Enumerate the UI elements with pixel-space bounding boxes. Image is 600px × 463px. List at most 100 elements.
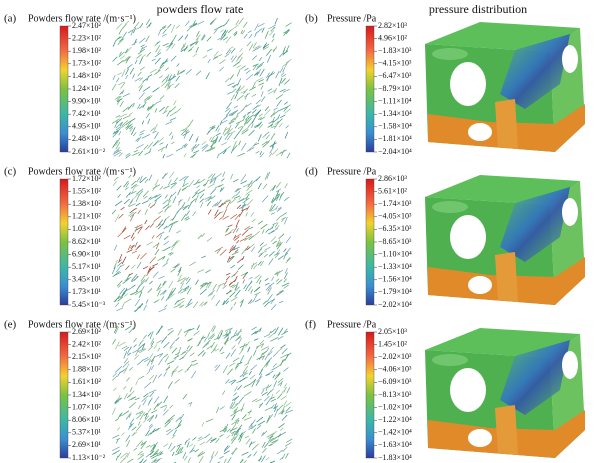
flow-vector [176, 297, 185, 303]
flow-vector [113, 244, 118, 251]
flow-vector [251, 218, 256, 223]
flow-vector [258, 253, 263, 257]
flow-vector [148, 423, 153, 428]
flow-vector [121, 256, 127, 265]
flow-vector [279, 88, 286, 93]
flow-vector [163, 235, 169, 240]
flow-vector [139, 412, 146, 421]
flow-vector [205, 436, 213, 444]
flow-vector [166, 418, 174, 423]
panel-label: (c) [4, 166, 17, 178]
colorbar-tick-label: −1.81×10⁴ [378, 134, 412, 143]
flow-vector [180, 282, 184, 290]
flow-vector [123, 385, 127, 390]
flow-vector [285, 125, 289, 129]
flow-vector [163, 341, 170, 349]
flow-vector [210, 437, 217, 442]
flow-vector [269, 461, 273, 463]
flow-vector [252, 42, 257, 49]
flow-vector [159, 231, 165, 235]
flow-vector [276, 207, 282, 212]
colorbar-tick-label: −1.02×10⁴ [378, 402, 412, 411]
flow-vector [256, 376, 263, 382]
flow-vector [243, 21, 248, 28]
flow-vector [162, 256, 166, 260]
flow-vector [215, 125, 220, 132]
hole [450, 215, 486, 259]
flow-vector [117, 193, 121, 198]
flow-vector [141, 45, 148, 50]
flow-vector [280, 77, 287, 84]
flow-vector [257, 220, 263, 225]
flow-vector [206, 281, 212, 285]
colorbar-tick-label: 5.61×10² [378, 186, 408, 195]
flow-vector [125, 152, 130, 157]
flow-vector [205, 269, 211, 274]
flow-vector [149, 256, 156, 264]
flow-vector [112, 56, 118, 62]
flow-vector [122, 410, 130, 416]
colorbar-tick-label: −1.83×10³ [378, 46, 412, 55]
flow-vector [286, 387, 291, 394]
flow-vector [204, 195, 212, 200]
flow-vector [118, 253, 123, 262]
flow-vector [115, 137, 121, 146]
flow-vector [125, 74, 128, 80]
flow-vector [274, 253, 280, 259]
flow-vector [256, 275, 262, 284]
flow-vector [167, 179, 172, 186]
flow-vector [121, 31, 127, 39]
flow-vector [228, 120, 235, 125]
flow-vector [238, 432, 243, 441]
flow-vector [129, 290, 139, 296]
flow-vector [261, 391, 268, 396]
flow-vector [216, 153, 220, 159]
flow-vector [198, 436, 203, 440]
flow-vector [115, 438, 119, 444]
flow-vector [148, 415, 155, 423]
flow-vector [154, 52, 162, 58]
flow-vector [231, 345, 236, 350]
flow-vector [127, 422, 134, 430]
flow-vector [162, 60, 169, 64]
flow-vector [142, 266, 149, 270]
flow-vector [284, 131, 289, 139]
flow-vector [182, 285, 190, 291]
flow-vector [210, 21, 214, 26]
flow-vector [223, 115, 228, 120]
flow-vector [138, 37, 146, 44]
flow-vector [230, 55, 234, 61]
colorbar-tick-label: −6.47×10³ [378, 71, 412, 80]
flow-vector [115, 397, 122, 401]
shade [432, 201, 468, 213]
flow-vector [235, 335, 242, 342]
flow-vector [272, 195, 280, 202]
flow-vector [135, 194, 140, 202]
flow-vector [138, 190, 143, 196]
flow-vector [276, 270, 280, 277]
flow-vector [122, 93, 131, 98]
flow-vector [112, 150, 120, 155]
flow-vector [119, 55, 126, 60]
flow-vector [279, 53, 283, 58]
flow-vector [280, 410, 285, 415]
flow-vector [237, 258, 243, 264]
flow-vector [182, 393, 188, 400]
flow-vector [228, 255, 235, 263]
flow-vector [181, 205, 189, 209]
flow-vector [156, 40, 161, 45]
flow-vector [185, 69, 192, 75]
flow-vector [126, 377, 130, 382]
flow-vector [214, 54, 223, 59]
flow-vector [241, 207, 249, 212]
flow-vector [117, 38, 125, 46]
flow-vector [210, 141, 217, 148]
flow-vector [169, 131, 173, 136]
flow-vector [213, 177, 217, 184]
flow-vector [169, 171, 175, 179]
flow-vector [127, 200, 133, 207]
flow-vector [260, 223, 268, 230]
flow-vector [283, 278, 287, 283]
flow-vector [132, 431, 138, 436]
flow-vector [237, 52, 244, 59]
